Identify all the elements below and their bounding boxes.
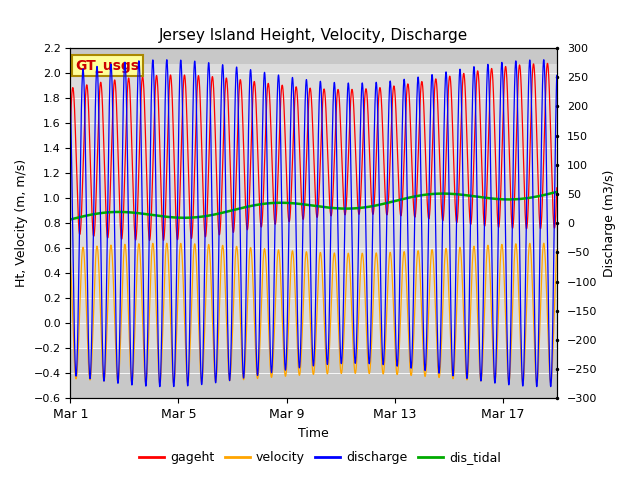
Y-axis label: Discharge (m3/s): Discharge (m3/s) xyxy=(604,169,616,277)
Y-axis label: Ht, Velocity (m, m/s): Ht, Velocity (m, m/s) xyxy=(15,159,28,287)
Title: Jersey Island Height, Velocity, Discharge: Jersey Island Height, Velocity, Discharg… xyxy=(159,28,468,43)
X-axis label: Time: Time xyxy=(298,427,329,440)
Text: GT_usgs: GT_usgs xyxy=(76,59,140,72)
Legend: gageht, velocity, discharge, dis_tidal: gageht, velocity, discharge, dis_tidal xyxy=(134,446,506,469)
Bar xyxy=(70,64,557,348)
